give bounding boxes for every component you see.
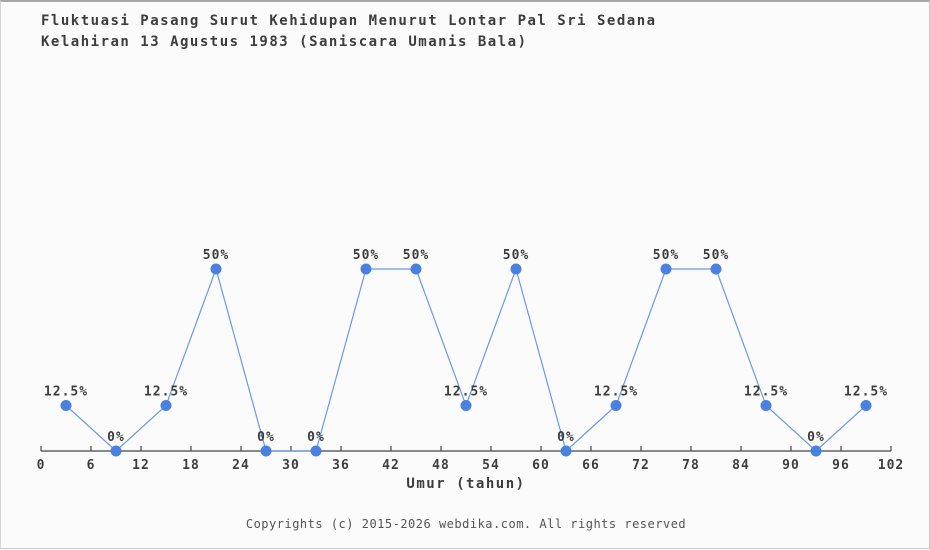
x-axis-tick-label: 36 xyxy=(332,458,350,472)
data-point xyxy=(460,400,472,411)
copyright-text: Copyrights (c) 2015-2026 webdika.com. Al… xyxy=(245,517,687,531)
data-point xyxy=(310,445,322,457)
data-point xyxy=(60,400,72,411)
data-point-label: 12.5% xyxy=(844,385,888,400)
x-axis-tick-label: 78 xyxy=(682,458,700,472)
data-point-label: 0% xyxy=(257,430,275,445)
data-point xyxy=(260,445,272,457)
x-axis-tick-label: 30 xyxy=(282,458,300,472)
data-point xyxy=(660,263,672,275)
data-point-label: 0% xyxy=(107,430,125,445)
data-point-label: 50% xyxy=(653,248,679,263)
x-axis-tick-label: 96 xyxy=(832,458,850,472)
x-axis-tick-label: 54 xyxy=(482,458,500,472)
x-axis-tick-label: 48 xyxy=(432,458,450,472)
data-point-label: 0% xyxy=(807,430,825,445)
data-point xyxy=(360,263,372,275)
data-point-label: 12.5% xyxy=(44,385,88,400)
data-point-label: 12.5% xyxy=(594,385,638,400)
x-axis-tick-label: 102 xyxy=(878,458,904,472)
data-point xyxy=(560,445,572,457)
data-point xyxy=(110,445,122,457)
data-point-label: 50% xyxy=(203,248,229,263)
x-axis-tick-label: 12 xyxy=(132,458,150,472)
x-axis-tick-label: 42 xyxy=(382,458,400,472)
data-point-label: 50% xyxy=(353,248,379,263)
data-point xyxy=(410,263,422,275)
data-point-label: 12.5% xyxy=(444,385,488,400)
x-axis-title: Umur (tahun) xyxy=(406,476,526,492)
data-point xyxy=(610,400,622,411)
x-axis-tick-label: 0 xyxy=(37,458,46,472)
x-axis-tick-label: 66 xyxy=(582,458,600,472)
data-point xyxy=(210,263,222,275)
data-point xyxy=(710,263,722,275)
data-point xyxy=(760,400,772,411)
data-point-label: 50% xyxy=(703,248,729,263)
data-point-label: 50% xyxy=(503,248,529,263)
data-point-label: 0% xyxy=(307,430,325,445)
x-axis-tick-label: 6 xyxy=(87,458,96,472)
chart-title-line2: Kelahiran 13 Agustus 1983 (Saniscara Uma… xyxy=(41,34,528,50)
data-point-label: 12.5% xyxy=(144,385,188,400)
x-axis-tick-label: 24 xyxy=(232,458,250,472)
data-point-label: 12.5% xyxy=(744,385,788,400)
x-axis-tick-label: 60 xyxy=(532,458,550,472)
data-point xyxy=(160,400,172,411)
x-axis-tick-label: 72 xyxy=(632,458,650,472)
x-axis-tick-label: 90 xyxy=(782,458,800,472)
x-axis-tick-label: 84 xyxy=(732,458,750,472)
chart-title-line1: Fluktuasi Pasang Surut Kehidupan Menurut… xyxy=(41,13,657,29)
data-point xyxy=(810,445,822,457)
line-chart: 0 6 12 18 24 30 36 42 48 54 60 66 72 78 84 90 96 102 12.5%… xyxy=(37,248,904,472)
data-point-label: 0% xyxy=(557,430,575,445)
data-point xyxy=(510,263,522,275)
x-axis-tick-label: 18 xyxy=(182,458,200,472)
series-line xyxy=(65,267,867,453)
data-point-label: 50% xyxy=(403,248,429,263)
chart-title: Fluktuasi Pasang Surut Kehidupan Menurut… xyxy=(41,11,657,53)
data-point xyxy=(860,400,872,411)
